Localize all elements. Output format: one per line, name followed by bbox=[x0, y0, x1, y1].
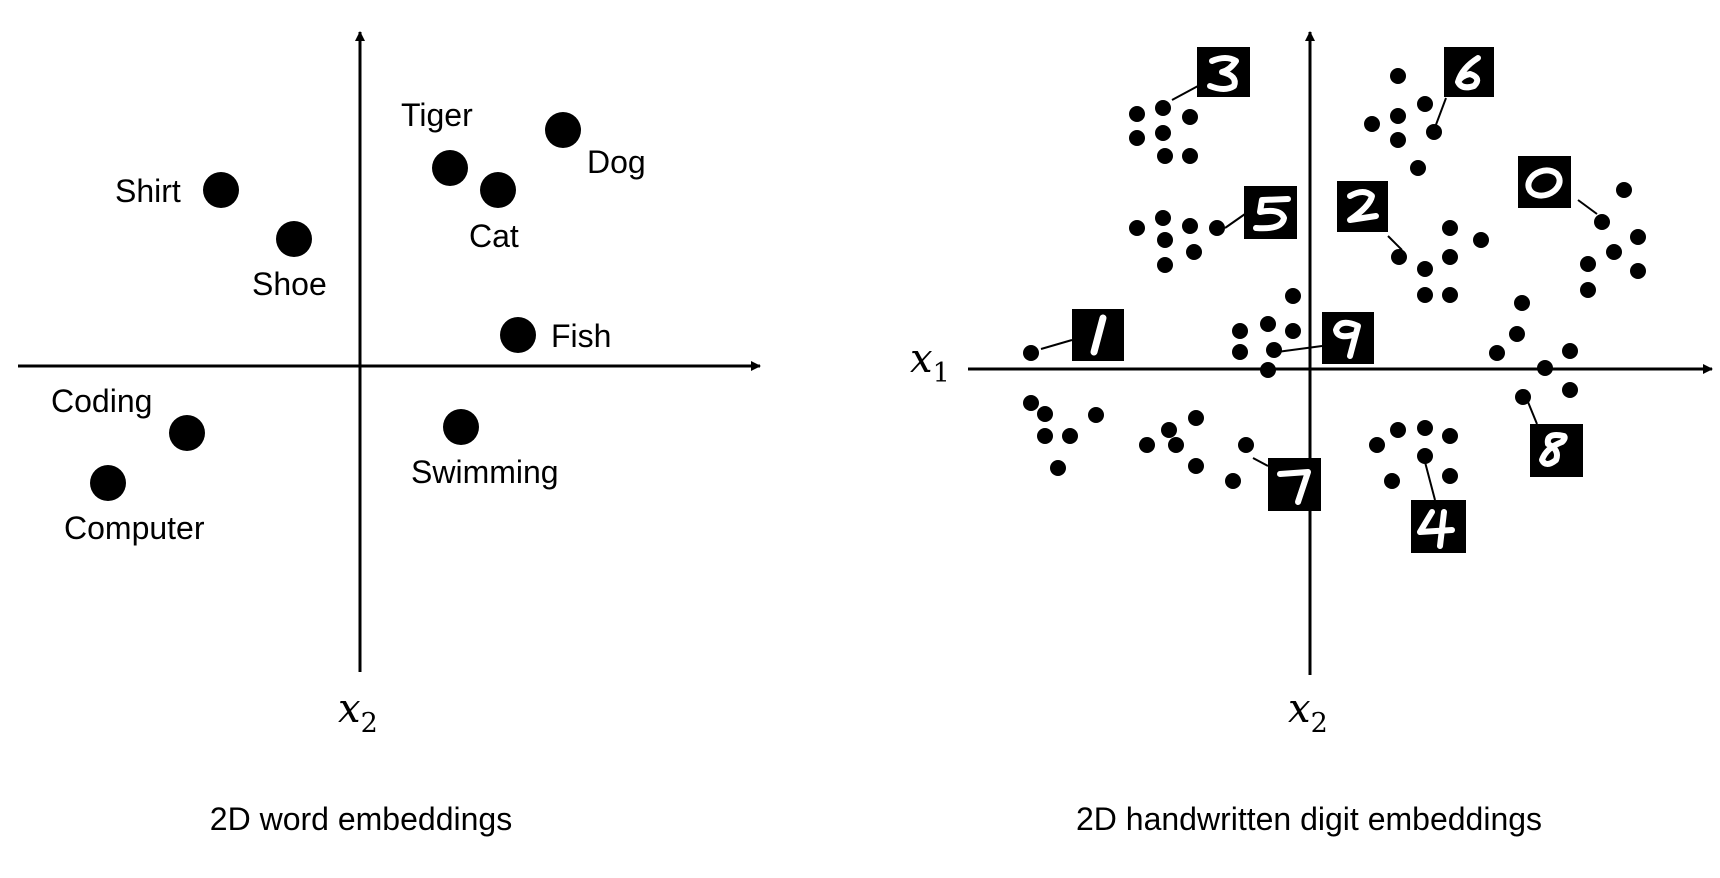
left-caption: 2D word embeddings bbox=[210, 801, 512, 837]
word-label-fish: Fish bbox=[551, 318, 611, 354]
word-point-fish bbox=[500, 317, 536, 353]
right-vertical-axis-label: x2 bbox=[1288, 686, 1328, 739]
digit-image-4 bbox=[1411, 500, 1466, 553]
word-point-shirt bbox=[203, 172, 239, 208]
word-label-shoe: Shoe bbox=[252, 266, 327, 302]
word-label-tiger: Tiger bbox=[401, 97, 473, 133]
word-point-dog bbox=[545, 112, 581, 148]
word-label-dog: Dog bbox=[587, 144, 646, 180]
digit-image-0 bbox=[1518, 156, 1571, 208]
right-caption: 2D handwritten digit embeddings bbox=[1076, 801, 1542, 837]
digit-leader-lines bbox=[1040, 85, 1598, 501]
digit-cluster-dots bbox=[1023, 68, 1646, 489]
digit-image-5 bbox=[1244, 186, 1297, 239]
digit-image-2 bbox=[1337, 181, 1388, 232]
word-point-cat bbox=[480, 172, 516, 208]
digit-image-6 bbox=[1444, 47, 1494, 97]
left-vertical-axis-label: x2 bbox=[338, 686, 378, 739]
word-embeddings-panel: x2 Shirt Shoe Tiger Cat Dog Fish Coding … bbox=[18, 31, 761, 837]
word-label-cat: Cat bbox=[469, 218, 519, 254]
right-horizontal-axis-label: x1 bbox=[910, 336, 950, 389]
word-point-shoe bbox=[276, 221, 312, 257]
word-label-swimming: Swimming bbox=[411, 454, 559, 490]
word-point-coding bbox=[169, 415, 205, 451]
digit-image-9 bbox=[1322, 312, 1374, 364]
digit-embeddings-panel: x1 x2 bbox=[910, 31, 1713, 837]
word-label-coding: Coding bbox=[51, 383, 152, 419]
word-point-tiger bbox=[432, 150, 468, 186]
word-point-swimming bbox=[443, 409, 479, 445]
word-label-shirt: Shirt bbox=[115, 173, 181, 209]
digit-image-7 bbox=[1268, 458, 1321, 511]
word-label-computer: Computer bbox=[64, 510, 205, 546]
digit-image-8 bbox=[1530, 424, 1583, 477]
digit-image-3 bbox=[1197, 47, 1250, 97]
word-point-computer bbox=[90, 465, 126, 501]
digit-image-1 bbox=[1072, 309, 1124, 361]
